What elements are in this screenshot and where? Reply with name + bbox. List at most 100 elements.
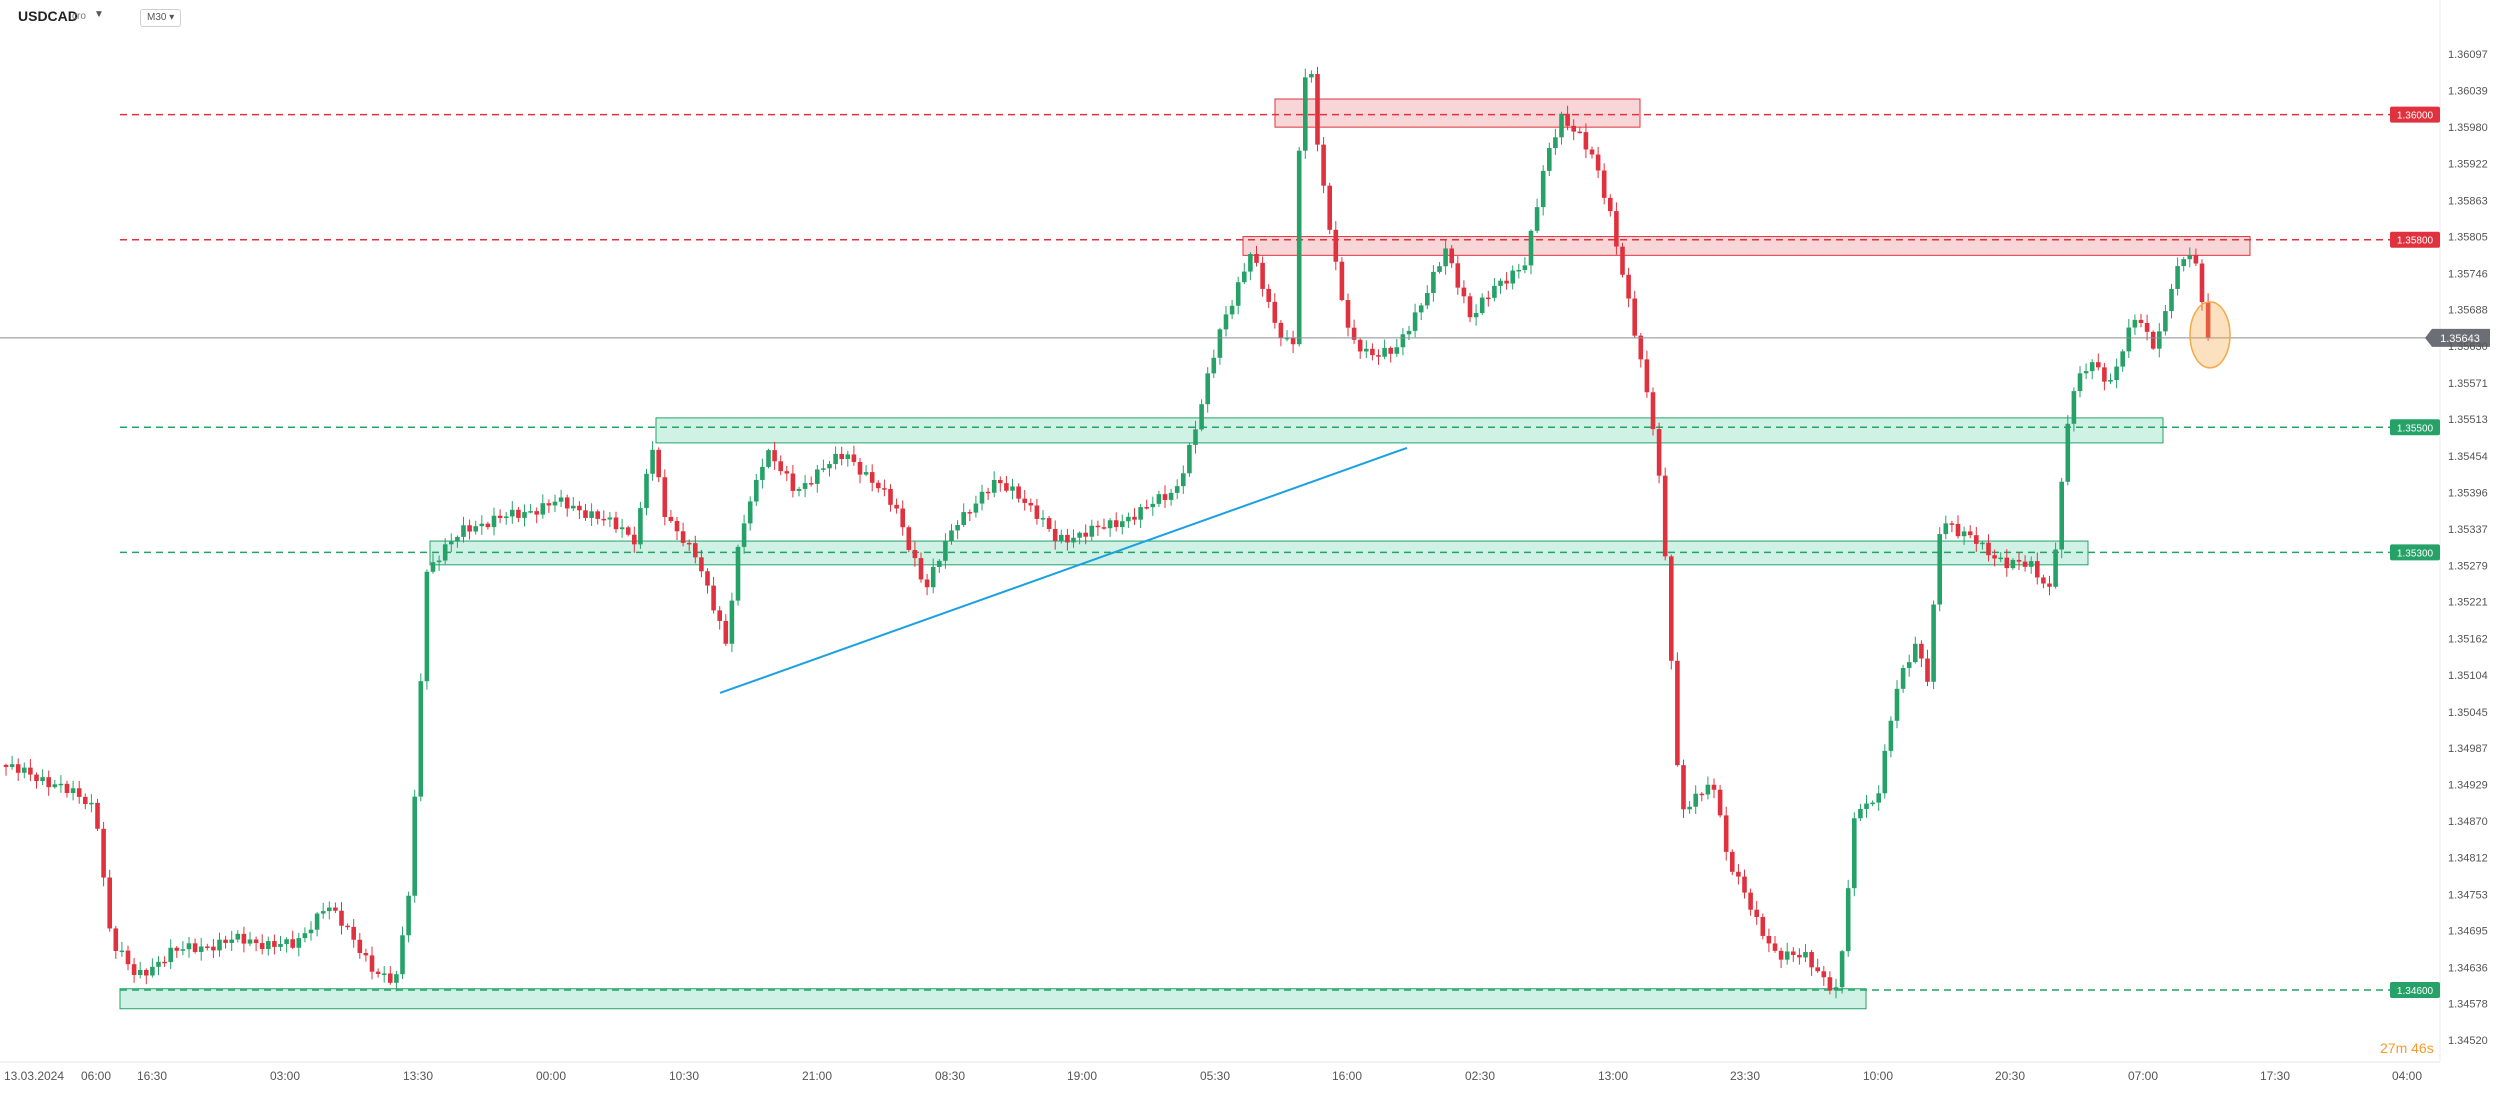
candle-body bbox=[662, 477, 668, 517]
candle-body bbox=[217, 939, 222, 951]
candle-body bbox=[943, 541, 948, 561]
candle-body bbox=[2028, 561, 2034, 567]
candle-body bbox=[1931, 604, 1936, 682]
candle-body bbox=[1681, 765, 1686, 810]
candle-body bbox=[1961, 531, 1967, 537]
candle-body bbox=[2205, 302, 2211, 338]
candle-body bbox=[1431, 271, 1436, 294]
candle-body bbox=[1120, 521, 1125, 528]
candle-body bbox=[1772, 943, 1778, 951]
candle-body bbox=[583, 510, 588, 518]
candle-body bbox=[296, 938, 302, 948]
candle-body bbox=[1004, 483, 1009, 491]
candle-body bbox=[1797, 954, 1802, 958]
level-badge-label: 1.35300 bbox=[2397, 548, 2434, 559]
candle-body bbox=[2163, 311, 2168, 332]
candle-body bbox=[1974, 535, 1979, 544]
candle-body bbox=[491, 515, 497, 528]
candle-body bbox=[320, 911, 326, 914]
candle-body bbox=[1906, 662, 1912, 668]
x-tick-label: 19:00 bbox=[1067, 1069, 1097, 1083]
symbol-name[interactable]: USDCAD bbox=[18, 8, 78, 24]
candle-body bbox=[381, 973, 387, 975]
candle-body bbox=[808, 483, 814, 485]
candle-body bbox=[1290, 337, 1296, 345]
timeframe-select[interactable]: M30 ▾ bbox=[140, 9, 182, 27]
candle-body bbox=[888, 489, 893, 505]
candle-body bbox=[1272, 301, 1278, 323]
candle-body bbox=[436, 560, 442, 563]
candle-body bbox=[369, 955, 375, 972]
candle-body bbox=[2096, 362, 2101, 368]
y-tick-label: 1.35045 bbox=[2448, 707, 2488, 719]
candle-body bbox=[113, 928, 119, 952]
candle-body bbox=[2035, 561, 2040, 578]
candle-body bbox=[241, 933, 247, 944]
candle-body bbox=[1967, 531, 1973, 536]
candle-body bbox=[34, 774, 39, 782]
candle-body bbox=[1919, 643, 1924, 659]
candle-body bbox=[2193, 255, 2199, 264]
candle-body bbox=[1992, 555, 1997, 559]
current-price-layer: 1.35643 bbox=[0, 301, 2490, 369]
candle-body bbox=[2157, 331, 2162, 349]
x-tick-label: 16:00 bbox=[1332, 1069, 1362, 1083]
candle-body bbox=[2169, 288, 2174, 312]
candle-body bbox=[534, 511, 539, 515]
x-tick-label: 10:00 bbox=[1863, 1069, 1893, 1083]
candle-body bbox=[1730, 851, 1735, 872]
candle-body bbox=[589, 511, 594, 518]
candle-body bbox=[613, 517, 619, 530]
candle-body bbox=[1382, 347, 1387, 357]
candle-body bbox=[229, 939, 234, 943]
y-tick-label: 1.35279 bbox=[2448, 560, 2488, 572]
candle-body bbox=[1638, 335, 1644, 360]
candle-body bbox=[2053, 549, 2058, 587]
candle-body bbox=[1925, 658, 1930, 682]
candle-body bbox=[1059, 534, 1064, 541]
y-tick-label: 1.35805 bbox=[2448, 232, 2488, 244]
x-tick-label: 23:30 bbox=[1730, 1069, 1760, 1083]
candle-body bbox=[1675, 660, 1680, 766]
candle-body bbox=[131, 964, 137, 975]
candle-body bbox=[650, 449, 655, 474]
x-tick-label: 13:00 bbox=[1598, 1069, 1628, 1083]
candle-body bbox=[1364, 348, 1369, 352]
trendline bbox=[719, 446, 1408, 694]
candle-body bbox=[1723, 815, 1729, 852]
zones-layer bbox=[119, 98, 2251, 1010]
y-tick-label: 1.35863 bbox=[2448, 195, 2488, 207]
candle-body bbox=[711, 585, 716, 611]
candle-body bbox=[985, 491, 991, 494]
bar-countdown: 27m 46s bbox=[2380, 1040, 2434, 1056]
candle-body bbox=[1321, 144, 1326, 186]
candle-body bbox=[40, 777, 45, 782]
candle-body bbox=[485, 523, 491, 528]
candle-body bbox=[1248, 254, 1253, 272]
y-tick-label: 1.36039 bbox=[2448, 85, 2488, 97]
candle-body bbox=[266, 941, 271, 949]
candle-body bbox=[1187, 444, 1192, 474]
candle-body bbox=[1040, 518, 1046, 520]
candle-body bbox=[2150, 331, 2156, 349]
candle-body bbox=[1083, 532, 1088, 537]
candle-body bbox=[876, 482, 881, 489]
candle-body bbox=[1943, 523, 1949, 535]
candle-body bbox=[1144, 507, 1149, 509]
candle-body bbox=[729, 600, 735, 644]
candle-body bbox=[1870, 802, 1875, 805]
candle-body bbox=[278, 943, 283, 947]
candle-body bbox=[1858, 808, 1863, 819]
candle-body bbox=[1876, 793, 1881, 803]
candle-body bbox=[473, 526, 478, 532]
candle-body bbox=[1845, 888, 1851, 952]
candle-body bbox=[1254, 254, 1259, 263]
y-tick-label: 1.35980 bbox=[2448, 122, 2488, 134]
candle-body bbox=[1126, 516, 1131, 522]
candle-body bbox=[70, 788, 76, 794]
y-tick-label: 1.35221 bbox=[2448, 597, 2488, 609]
candle-body bbox=[1717, 789, 1723, 816]
candle-body bbox=[1418, 305, 1424, 313]
chevron-down-icon[interactable]: ▼ bbox=[94, 9, 104, 20]
